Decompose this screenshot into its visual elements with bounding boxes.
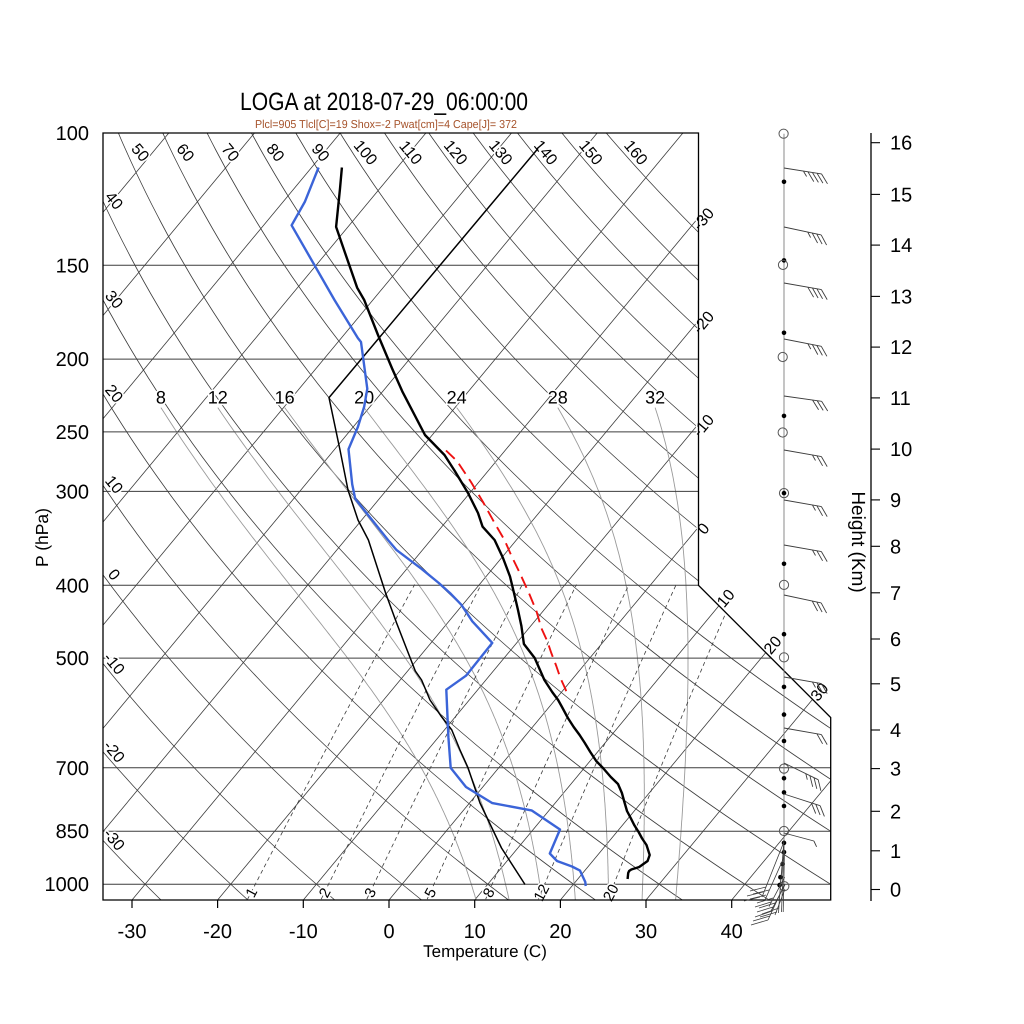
- svg-text:-20: -20: [203, 921, 232, 943]
- svg-text:14: 14: [890, 235, 912, 257]
- svg-text:15: 15: [890, 184, 912, 206]
- svg-text:100: 100: [56, 123, 89, 145]
- svg-text:700: 700: [56, 758, 89, 780]
- svg-text:32: 32: [645, 388, 665, 408]
- svg-text:-30: -30: [118, 921, 147, 943]
- svg-text:16: 16: [275, 388, 295, 408]
- svg-text:13: 13: [890, 286, 912, 308]
- svg-text:250: 250: [56, 422, 89, 444]
- svg-text:12: 12: [208, 388, 228, 408]
- svg-text:24: 24: [447, 388, 467, 408]
- svg-text:850: 850: [56, 821, 89, 843]
- svg-text:500: 500: [56, 648, 89, 670]
- svg-text:400: 400: [56, 575, 89, 597]
- svg-text:150: 150: [56, 255, 89, 277]
- svg-text:20: 20: [600, 882, 623, 905]
- svg-text:16: 16: [275, 388, 295, 408]
- svg-text:20: 20: [354, 388, 374, 408]
- svg-text:12: 12: [531, 882, 554, 905]
- svg-text:8: 8: [156, 388, 166, 408]
- svg-text:Height (Km): Height (Km): [847, 491, 868, 592]
- svg-text:11: 11: [890, 388, 911, 410]
- svg-text:20: 20: [354, 388, 374, 408]
- svg-text:9: 9: [890, 490, 901, 512]
- svg-text:Plcl=905 Tlcl[C]=19 Shox=-2 Pw: Plcl=905 Tlcl[C]=19 Shox=-2 Pwat[cm]=4 C…: [255, 119, 517, 131]
- svg-text:200: 200: [56, 349, 89, 371]
- svg-text:20: 20: [549, 921, 571, 943]
- svg-text:0: 0: [383, 921, 394, 943]
- svg-text:4: 4: [890, 720, 901, 742]
- svg-text:300: 300: [56, 481, 89, 503]
- svg-text:LOGA at 2018-07-29_06:00:00: LOGA at 2018-07-29_06:00:00: [240, 88, 528, 116]
- svg-text:1000: 1000: [45, 874, 90, 896]
- svg-text:Temperature (C): Temperature (C): [423, 942, 547, 961]
- svg-text:1: 1: [890, 841, 901, 863]
- svg-text:P (hPa): P (hPa): [32, 508, 52, 567]
- svg-text:8: 8: [156, 388, 166, 408]
- svg-text:3: 3: [890, 759, 901, 781]
- svg-text:32: 32: [645, 388, 665, 408]
- svg-text:12: 12: [890, 337, 912, 359]
- svg-text:24: 24: [447, 388, 467, 408]
- svg-text:-10: -10: [289, 921, 318, 943]
- svg-text:28: 28: [548, 388, 568, 408]
- svg-text:10: 10: [890, 439, 912, 461]
- svg-text:40: 40: [721, 921, 743, 943]
- svg-text:28: 28: [548, 388, 568, 408]
- svg-text:16: 16: [890, 133, 912, 155]
- svg-text:2: 2: [890, 801, 901, 823]
- svg-text:7: 7: [890, 583, 901, 605]
- svg-text:10: 10: [464, 921, 486, 943]
- svg-text:5: 5: [890, 674, 901, 696]
- svg-text:6: 6: [890, 629, 901, 651]
- svg-text:8: 8: [890, 536, 901, 558]
- svg-text:0: 0: [890, 880, 901, 902]
- svg-text:30: 30: [635, 921, 657, 943]
- svg-text:12: 12: [208, 388, 228, 408]
